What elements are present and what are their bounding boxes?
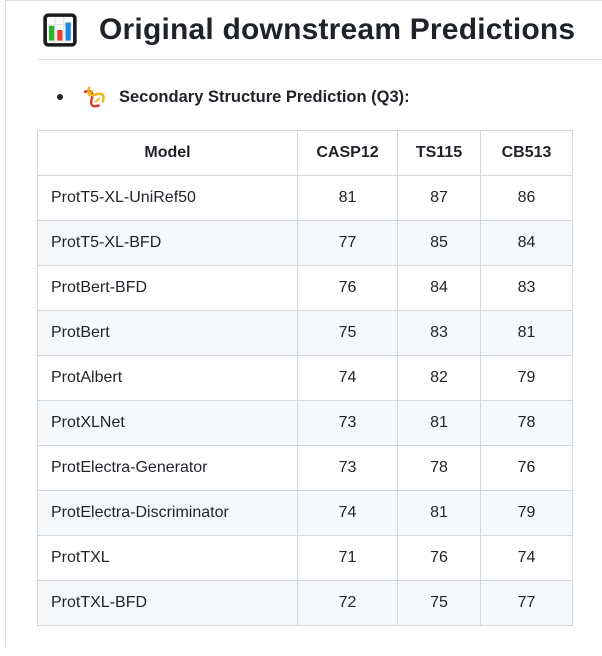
score-cell-casp12: 71 <box>297 535 398 581</box>
table-row: ProtBert-BFD 76 84 83 <box>37 265 573 311</box>
score-cell-casp12: 73 <box>297 400 398 446</box>
model-cell: ProtT5-XL-BFD <box>37 220 298 266</box>
table-row: ProtAlbert 74 82 79 <box>37 355 573 401</box>
model-cell: ProtTXL <box>37 535 298 581</box>
model-cell: ProtElectra-Discriminator <box>37 490 298 536</box>
score-cell-casp12: 74 <box>297 355 398 401</box>
table-row: ProtTXL 71 76 74 <box>37 535 573 581</box>
score-cell-cb513: 78 <box>480 400 573 446</box>
score-cell-casp12: 76 <box>297 265 398 311</box>
score-cell-ts115: 87 <box>397 175 481 221</box>
column-header-casp12: CASP12 <box>297 130 398 176</box>
score-cell-cb513: 81 <box>480 310 573 356</box>
score-cell-ts115: 83 <box>397 310 481 356</box>
score-cell-cb513: 84 <box>480 220 573 266</box>
column-header-cb513: CB513 <box>480 130 573 176</box>
table-row: ProtT5-XL-UniRef50 81 87 86 <box>37 175 573 221</box>
model-cell: ProtT5-XL-UniRef50 <box>37 175 298 221</box>
score-cell-ts115: 76 <box>397 535 481 581</box>
score-cell-ts115: 81 <box>397 490 481 536</box>
score-cell-casp12: 81 <box>297 175 398 221</box>
bar-chart-icon <box>43 13 77 47</box>
list-item-label: Secondary Structure Prediction (Q3): <box>119 87 410 106</box>
score-cell-cb513: 74 <box>480 535 573 581</box>
score-cell-casp12: 77 <box>297 220 398 266</box>
table-row: ProtElectra-Generator 73 78 76 <box>37 445 573 491</box>
table-row: ProtXLNet 73 81 78 <box>37 400 573 446</box>
score-cell-cb513: 77 <box>480 580 573 626</box>
score-cell-casp12: 73 <box>297 445 398 491</box>
column-header-ts115: TS115 <box>397 130 481 176</box>
model-cell: ProtElectra-Generator <box>37 445 298 491</box>
model-cell: ProtXLNet <box>37 400 298 446</box>
bullet-marker <box>57 94 63 100</box>
page-title-text: Original downstream Predictions <box>99 13 576 46</box>
score-cell-ts115: 84 <box>397 265 481 311</box>
readme-section: Original downstream Predictions Secondar… <box>5 0 602 646</box>
dna-icon <box>83 86 105 108</box>
score-cell-ts115: 85 <box>397 220 481 266</box>
table-body: ProtT5-XL-UniRef50 81 87 86 ProtT5-XL-BFD 77 8… <box>37 175 573 626</box>
score-cell-cb513: 79 <box>480 490 573 536</box>
model-cell: ProtAlbert <box>37 355 298 401</box>
section-list: Secondary Structure Prediction (Q3): <box>37 86 602 108</box>
table-row: ProtT5-XL-BFD 77 85 84 <box>37 220 573 266</box>
score-cell-cb513: 86 <box>480 175 573 221</box>
table-row: ProtElectra-Discriminator 74 81 79 <box>37 490 573 536</box>
score-cell-cb513: 79 <box>480 355 573 401</box>
score-cell-cb513: 83 <box>480 265 573 311</box>
predictions-table: Model CASP12 TS115 CB513 ProtT5-XL-UniRe… <box>37 130 573 626</box>
score-cell-cb513: 76 <box>480 445 573 491</box>
model-cell: ProtBert-BFD <box>37 265 298 311</box>
score-cell-ts115: 82 <box>397 355 481 401</box>
score-cell-ts115: 81 <box>397 400 481 446</box>
score-cell-ts115: 78 <box>397 445 481 491</box>
list-item: Secondary Structure Prediction (Q3): <box>57 86 602 108</box>
model-cell: ProtBert <box>37 310 298 356</box>
score-cell-casp12: 72 <box>297 580 398 626</box>
table-row: ProtTXL-BFD 72 75 77 <box>37 580 573 626</box>
table-header-row: Model CASP12 TS115 CB513 <box>37 130 573 176</box>
score-cell-ts115: 75 <box>397 580 481 626</box>
model-cell: ProtTXL-BFD <box>37 580 298 626</box>
table-row: ProtBert 75 83 81 <box>37 310 573 356</box>
score-cell-casp12: 74 <box>297 490 398 536</box>
score-cell-casp12: 75 <box>297 310 398 356</box>
column-header-model: Model <box>37 130 298 176</box>
page-title: Original downstream Predictions <box>37 11 602 60</box>
